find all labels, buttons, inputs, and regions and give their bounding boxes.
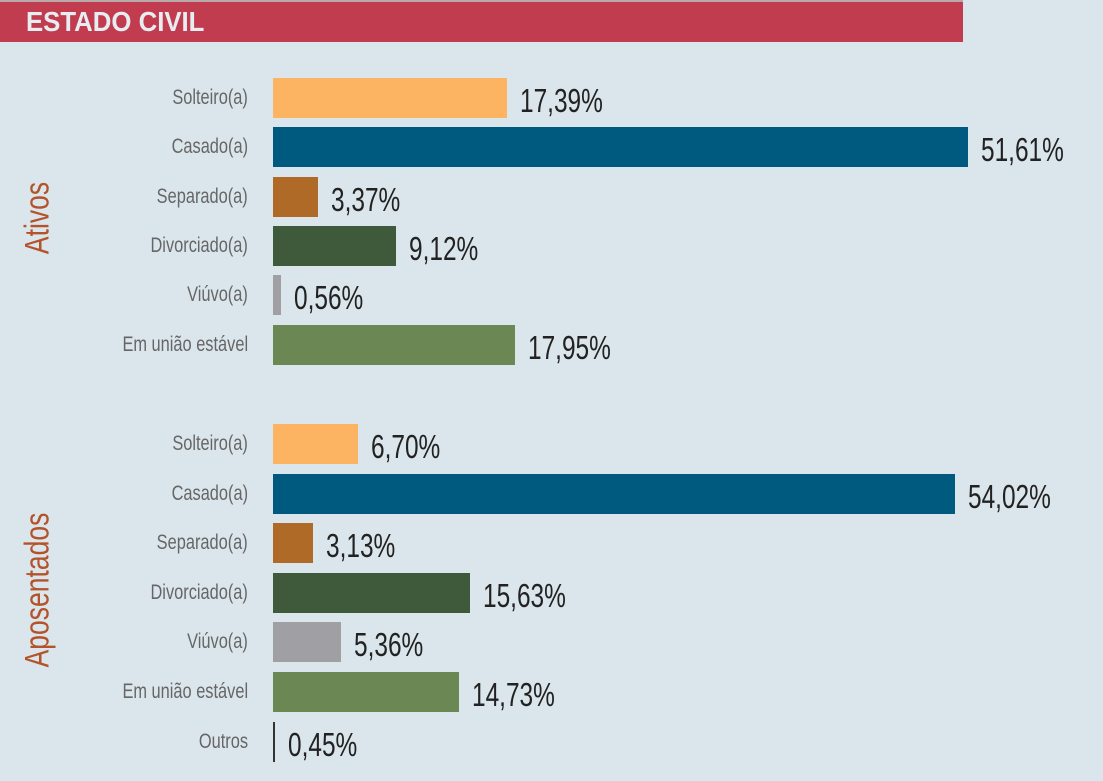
bar	[273, 622, 341, 663]
bar	[273, 127, 969, 168]
data-label: 9,12%	[408, 229, 479, 267]
bar	[273, 572, 471, 613]
category-label: Casado(a)	[171, 135, 248, 159]
data-label: 14,73%	[471, 676, 555, 713]
title-banner: ESTADO CIVIL	[0, 0, 963, 42]
data-label: 51,61%	[981, 131, 1065, 169]
data-label: 3,13%	[325, 527, 395, 565]
category-label: Separado(a)	[156, 184, 248, 208]
category-label: Solteiro(a)	[172, 432, 248, 455]
category-label: Divorciado(a)	[150, 233, 248, 257]
category-label: Divorciado(a)	[150, 580, 248, 604]
bar	[273, 424, 358, 464]
bar	[273, 721, 275, 762]
category-label: Em união estável	[122, 332, 248, 356]
bar	[273, 275, 281, 316]
data-label: 3,37%	[331, 180, 401, 218]
bar	[273, 473, 955, 514]
data-label: 54,02%	[967, 477, 1051, 515]
data-label: 6,70%	[370, 428, 440, 465]
data-label: 0,56%	[293, 279, 363, 317]
category-label: Separado(a)	[156, 531, 248, 555]
bar	[273, 176, 319, 217]
bar	[273, 523, 313, 564]
category-label: Viúvo(a)	[187, 283, 248, 307]
data-label: 15,63%	[483, 576, 567, 614]
category-label: Outros	[198, 729, 248, 753]
category-label: Em união estável	[122, 680, 248, 703]
data-label: 17,39%	[520, 82, 604, 119]
data-label: 17,95%	[527, 328, 611, 366]
bar	[273, 225, 396, 266]
chart-title: ESTADO CIVIL	[26, 6, 205, 37]
data-label: 0,45%	[288, 725, 358, 763]
category-label: Viúvo(a)	[187, 630, 248, 654]
category-label: Solteiro(a)	[172, 86, 248, 109]
data-label: 5,36%	[353, 626, 423, 664]
category-label: Casado(a)	[171, 481, 248, 505]
bar	[273, 324, 515, 365]
bar	[273, 78, 508, 118]
bar	[273, 672, 459, 712]
